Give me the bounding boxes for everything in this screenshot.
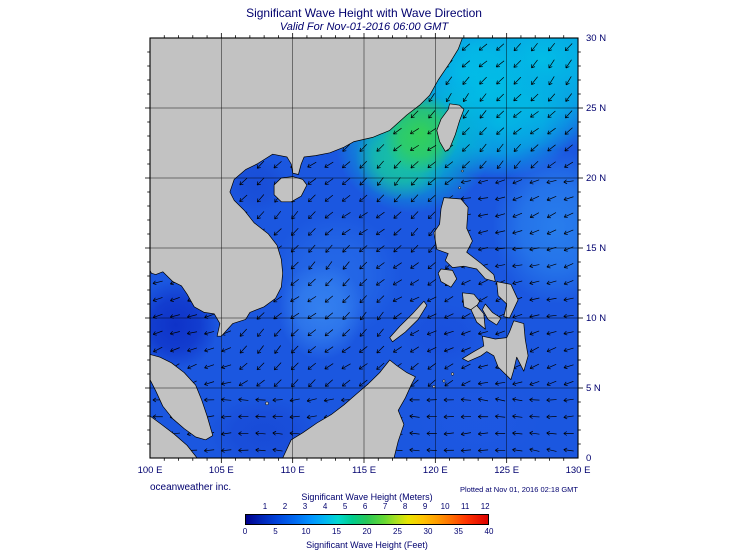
x-axis-label: 115 E <box>351 465 377 476</box>
colorbar-feet-tick: 20 <box>362 527 372 536</box>
land-mainland-asia <box>150 38 463 337</box>
y-axis-label: 0 <box>586 452 592 464</box>
land-sumatra <box>150 415 198 458</box>
islet <box>450 372 455 376</box>
x-axis-label: 100 E <box>137 465 163 476</box>
x-axis-label: 130 E <box>565 465 591 476</box>
islet <box>442 379 446 383</box>
islet <box>461 169 464 173</box>
land-mindoro <box>437 268 458 288</box>
colorbar-meter-tick: 11 <box>460 502 470 511</box>
land-masses <box>150 38 529 458</box>
wave-map <box>145 33 583 463</box>
colorbar-feet-tick: 30 <box>423 527 433 536</box>
colorbar-meter-tick: 12 <box>480 502 490 511</box>
colorbar-feet-tick: 0 <box>242 527 248 536</box>
colorbar-feet-label: Significant Wave Height (Feet) <box>306 540 428 550</box>
colorbar-meter-tick: 5 <box>342 502 348 511</box>
x-axis-label: 105 E <box>208 465 234 476</box>
islet <box>458 186 461 190</box>
x-axis-label: 120 E <box>422 465 448 476</box>
page-title: Significant Wave Height with Wave Direct… <box>246 6 482 20</box>
colorbar-meter-tick: 9 <box>422 502 428 511</box>
credit-text: oceanweather inc. <box>150 482 232 493</box>
colorbar-meter-tick: 3 <box>302 502 308 511</box>
colorbar-feet-tick: 15 <box>332 527 341 536</box>
plotted-timestamp: Plotted at Nov 01, 2016 02:18 GMT <box>460 485 578 494</box>
sea-blob-pacific-east-luzon <box>492 150 578 304</box>
land-malay-peninsula <box>150 354 214 441</box>
land-palawan <box>389 300 428 343</box>
colorbar-feet-ticks: 0 5 10 15 20 25 30 35 40 <box>242 527 494 537</box>
colorbar-meter-tick: 4 <box>322 502 328 511</box>
colorbar-meters-label: Significant Wave Height (Meters) <box>301 492 433 502</box>
y-axis-label: 15 N <box>586 242 607 254</box>
page-subtitle: Valid For Nov-01-2016 06:00 GMT <box>279 21 449 33</box>
colorbar-feet-tick: 35 <box>454 527 463 536</box>
islet <box>432 385 436 389</box>
land-luzon <box>433 197 496 282</box>
colorbar-meter-tick: 8 <box>402 502 408 511</box>
islet <box>265 401 269 406</box>
colorbar-meter-tick: 2 <box>282 502 288 511</box>
x-axis-label: 125 E <box>494 465 520 476</box>
colorbar-meter-tick: 6 <box>362 502 368 511</box>
colorbar-feet-tick: 25 <box>393 527 402 536</box>
colorbar-feet-tick: 10 <box>301 527 311 536</box>
sea-blob-celebes <box>413 376 543 458</box>
colorbar-meter-ticks: 1 2 3 4 5 6 7 8 9 10 11 12 <box>245 502 490 512</box>
land-cebu-bohol <box>482 303 502 326</box>
map-frame <box>149 37 579 459</box>
y-axis-label: 30 N <box>586 32 607 44</box>
colorbar-feet-tick: 5 <box>273 527 278 536</box>
land-mindanao <box>462 320 529 380</box>
land-borneo <box>282 359 416 458</box>
colorbar-feet-tick: 40 <box>484 527 494 536</box>
grid-lines <box>150 38 578 458</box>
colorbar-meter-tick: 10 <box>440 502 450 511</box>
y-axis-label: 25 N <box>586 102 607 114</box>
y-axis-label: 5 N <box>586 382 601 394</box>
colorbar-meter-tick: 7 <box>382 502 388 511</box>
colorbar-gradient <box>245 514 489 525</box>
sea-blob-vietnam-offshore <box>278 262 364 360</box>
land-negros <box>470 305 486 330</box>
x-axis-label: 110 E <box>280 465 305 476</box>
y-axis-label: 10 N <box>586 312 607 324</box>
colorbar-meter-tick: 1 <box>262 502 268 511</box>
y-axis-label: 20 N <box>586 172 607 184</box>
land-taiwan <box>436 103 465 152</box>
